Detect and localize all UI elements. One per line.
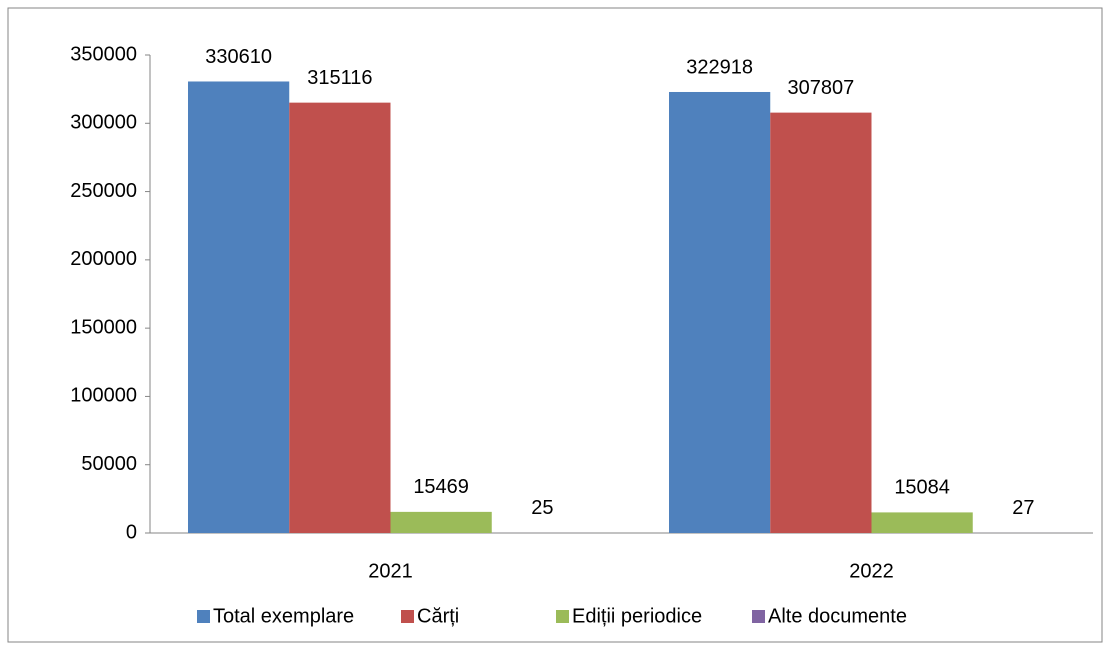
data-label: 25 [531, 497, 553, 519]
y-tick-label: 350000 [70, 43, 137, 65]
legend-label: Cărți [417, 605, 459, 627]
y-tick-label: 200000 [70, 248, 137, 270]
legend-label: Total exemplare [213, 605, 354, 627]
legend-swatch [556, 610, 569, 623]
bar [871, 512, 973, 533]
y-tick-label: 300000 [70, 112, 137, 134]
legend-swatch [197, 610, 210, 623]
legend-label: Ediții periodice [572, 605, 702, 627]
data-label: 15084 [894, 477, 950, 499]
data-label: 315116 [307, 67, 372, 89]
bar [289, 102, 391, 534]
x-tick-label: 2022 [849, 560, 894, 582]
legend-label: Alte documente [768, 605, 907, 627]
bar [390, 511, 492, 533]
y-tick-label: 0 [126, 521, 137, 543]
y-tick-label: 250000 [70, 180, 137, 202]
bar [187, 81, 290, 533]
y-tick-label: 100000 [70, 385, 137, 407]
legend-swatch [752, 610, 765, 623]
legend-swatch [401, 610, 414, 623]
bar [668, 91, 771, 534]
bar [770, 112, 872, 533]
y-tick-label: 50000 [81, 453, 137, 475]
data-label: 322918 [686, 56, 753, 78]
data-label: 307807 [787, 77, 854, 99]
data-label: 15469 [413, 476, 469, 498]
x-tick-label: 2021 [368, 560, 413, 582]
chart-border [7, 7, 1103, 643]
data-label: 330610 [205, 46, 272, 68]
y-tick-label: 150000 [70, 316, 137, 338]
data-label: 27 [1012, 497, 1034, 519]
